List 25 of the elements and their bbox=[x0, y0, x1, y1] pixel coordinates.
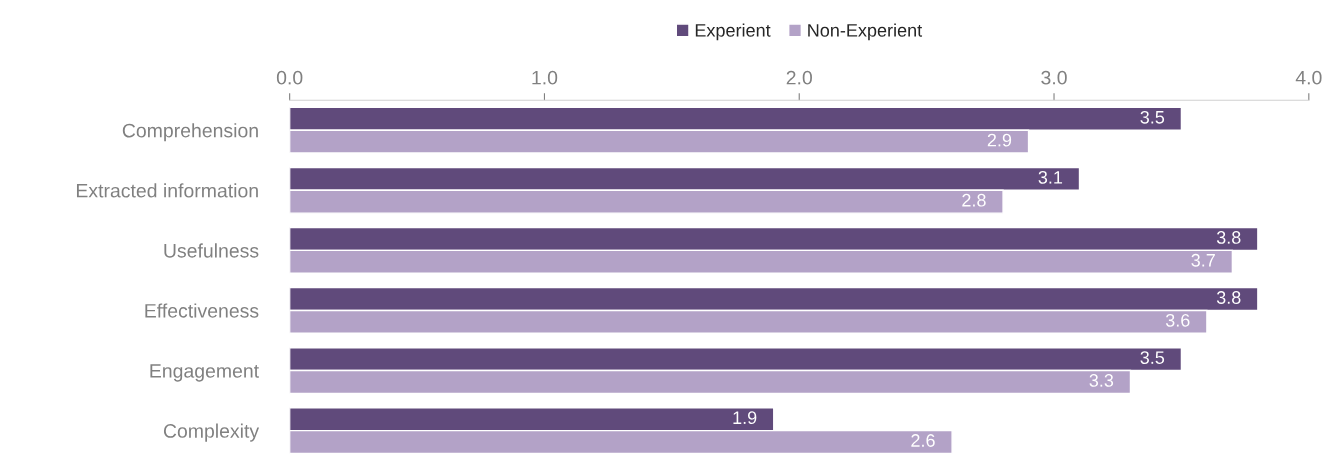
data-label: 3.5 bbox=[1140, 110, 1165, 124]
data-label: 2.6 bbox=[911, 434, 935, 447]
y-tick-label: Engagement bbox=[150, 364, 259, 382]
y-tick-label: Comprehension bbox=[122, 123, 258, 142]
data-label: 2.9 bbox=[987, 133, 1012, 147]
data-label: 3.6 bbox=[1165, 313, 1190, 327]
y-tick-label: Usefulness bbox=[164, 243, 259, 258]
y-tick-label: Effectiveness bbox=[145, 303, 259, 318]
x-tick-label: 1.0 bbox=[532, 70, 558, 85]
data-label: 3.5 bbox=[1140, 351, 1165, 364]
x-tick-label: 0.0 bbox=[276, 70, 303, 85]
y-tick-label: Extracted information bbox=[76, 183, 258, 198]
data-label: 3.3 bbox=[1089, 374, 1114, 387]
y-tick-label: Complexity bbox=[163, 423, 260, 442]
data-label: 1.9 bbox=[733, 411, 757, 425]
legend-label: Experient bbox=[695, 23, 771, 41]
data-label: 2.8 bbox=[962, 193, 986, 207]
data-label: 3.7 bbox=[1191, 253, 1215, 267]
data-label: 3.1 bbox=[1038, 170, 1063, 184]
legend-label: Non-Experient bbox=[808, 23, 923, 41]
x-tick-label: 3.0 bbox=[1041, 70, 1067, 85]
x-tick-label: 4.0 bbox=[1295, 70, 1322, 85]
x-tick-label: 2.0 bbox=[786, 70, 812, 85]
data-label: 3.8 bbox=[1216, 291, 1241, 304]
data-label: 3.8 bbox=[1216, 231, 1241, 244]
